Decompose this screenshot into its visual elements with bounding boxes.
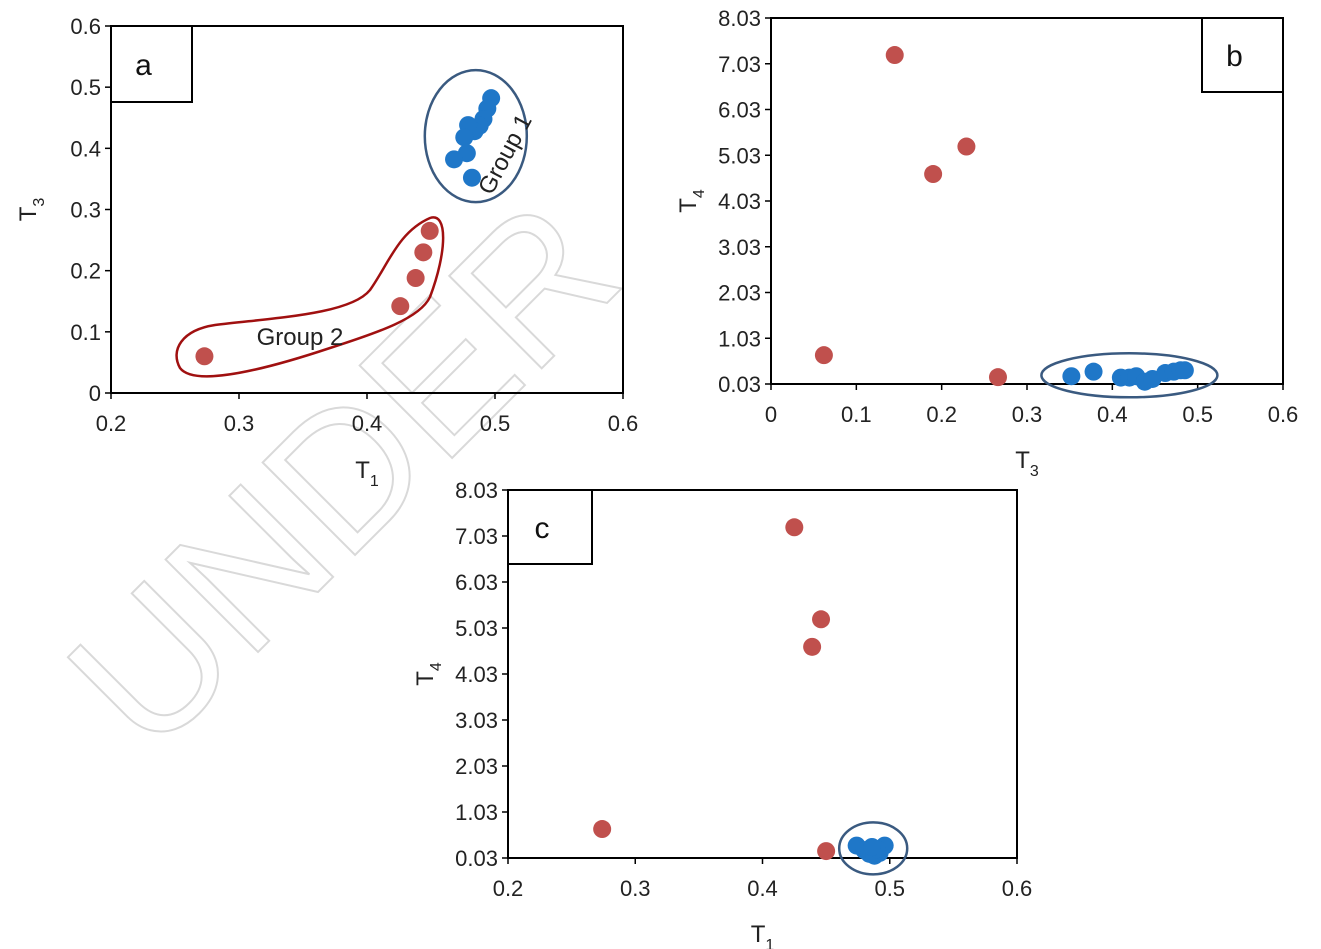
group1-point <box>862 837 881 856</box>
x-tick-label: 0.3 <box>224 411 255 436</box>
y-tick-label: 2.03 <box>718 281 761 306</box>
group-2-annotation: Group 2 <box>257 324 344 351</box>
x-tick-label: 0.4 <box>747 876 778 901</box>
x-tick-label: 0.4 <box>1097 402 1128 427</box>
panel-label-box <box>1201 17 1284 93</box>
group2-point <box>785 518 804 537</box>
x-axis-label-subscript: 3 <box>1030 463 1039 480</box>
panel-label: c <box>535 512 550 545</box>
y-tick-label: 3.03 <box>718 235 761 260</box>
y-tick-label: 4.03 <box>718 189 761 214</box>
x-axis-label: T1 <box>751 921 775 949</box>
group1-point <box>1062 367 1081 386</box>
x-tick-label: 0.2 <box>926 402 957 427</box>
y-tick-label: 5.03 <box>455 616 498 641</box>
y-axis-label-subscript: 4 <box>428 662 445 671</box>
y-axis-label: T4 <box>675 189 708 213</box>
y-axis-label-subscript: 4 <box>691 189 708 198</box>
panel-label: b <box>1226 40 1243 73</box>
group-1-ellipse <box>423 68 529 204</box>
y-axis-label: T3 <box>15 198 48 222</box>
group2-point <box>812 610 831 629</box>
x-tick-label: 0.6 <box>608 411 639 436</box>
y-tick-label: 0.1 <box>70 320 101 345</box>
y-tick-label: 7.03 <box>718 52 761 77</box>
watermark: UNDER <box>29 161 657 789</box>
group2-point <box>817 842 836 861</box>
y-tick-label: 2.03 <box>455 754 498 779</box>
x-tick-label: 0.6 <box>1268 402 1299 427</box>
x-tick-label: 0.2 <box>493 876 524 901</box>
y-tick-label: 0.2 <box>70 259 101 284</box>
group2-point <box>593 820 612 839</box>
group2-point <box>885 46 904 65</box>
y-tick-label: 8.03 <box>455 478 498 503</box>
x-tick-label: 0.2 <box>96 411 127 436</box>
y-tick-label: 8.03 <box>718 6 761 31</box>
y-tick-label: 0.03 <box>718 372 761 397</box>
y-tick-label: 1.03 <box>455 800 498 825</box>
y-tick-label: 6.03 <box>718 98 761 123</box>
x-tick-label: 0.3 <box>1012 402 1043 427</box>
y-tick-label: 7.03 <box>455 524 498 549</box>
group1-point <box>445 150 464 169</box>
group2-point <box>391 297 410 316</box>
y-tick-label: 0.03 <box>455 846 498 871</box>
group2-point <box>406 269 425 288</box>
x-tick-label: 0.1 <box>841 402 872 427</box>
x-tick-label: 0.6 <box>1002 876 1033 901</box>
y-tick-label: 4.03 <box>455 662 498 687</box>
x-tick-label: 0.4 <box>352 411 383 436</box>
y-tick-label: 3.03 <box>455 708 498 733</box>
group-1-ellipse <box>1040 352 1219 399</box>
y-axis-label: T4 <box>412 662 445 686</box>
y-tick-label: 0.6 <box>70 14 101 39</box>
panel-c: 0.03 1.03 2.03 3.03 4.03 5.03 6.03 7.03 8.03 0.2 0… <box>412 478 1032 949</box>
group1-point <box>1084 362 1103 381</box>
panel-label-box <box>507 489 593 565</box>
panel-label-box <box>110 25 193 103</box>
x-axis-label: T3 <box>1015 447 1039 480</box>
x-tick-label: 0.3 <box>620 876 651 901</box>
panel-b: 0.03 1.03 2.03 3.03 4.03 5.03 6.03 7.03 8.03 0 0.1… <box>675 6 1298 480</box>
x-axis-label-subscript: 1 <box>765 937 774 949</box>
panel-label: a <box>135 49 152 82</box>
group2-point <box>814 346 833 365</box>
group1-point <box>1175 361 1194 380</box>
group-2-outline <box>175 216 445 378</box>
x-tick-label: 0.5 <box>480 411 511 436</box>
group1-point <box>455 128 474 147</box>
y-tick-label: 0.4 <box>70 136 101 161</box>
group2-point <box>195 347 214 366</box>
y-tick-label: 0 <box>89 381 101 406</box>
group-1-ellipse <box>837 821 909 876</box>
group1-point <box>462 168 481 187</box>
x-tick-label: 0.5 <box>1182 402 1213 427</box>
x-tick-label: 0.5 <box>874 876 905 901</box>
x-tick-label: 0 <box>765 402 777 427</box>
y-tick-label: 5.03 <box>718 143 761 168</box>
group2-point <box>924 165 943 184</box>
group2-point <box>420 221 439 240</box>
y-tick-label: 6.03 <box>455 570 498 595</box>
group2-point <box>803 637 822 656</box>
y-tick-label: 1.03 <box>718 326 761 351</box>
y-tick-label: 0.3 <box>70 198 101 223</box>
group2-point <box>957 137 976 156</box>
y-axis-label-subscript: 3 <box>31 198 48 207</box>
panel-a: 00.10.20.30.40.50.60.2 0.3 0.4 0.5 0.6T1T3aG… <box>15 14 638 490</box>
group2-point <box>988 368 1007 387</box>
group2-point <box>414 243 433 262</box>
x-axis-label-subscript: 1 <box>370 473 379 490</box>
y-tick-label: 0.5 <box>70 75 101 100</box>
